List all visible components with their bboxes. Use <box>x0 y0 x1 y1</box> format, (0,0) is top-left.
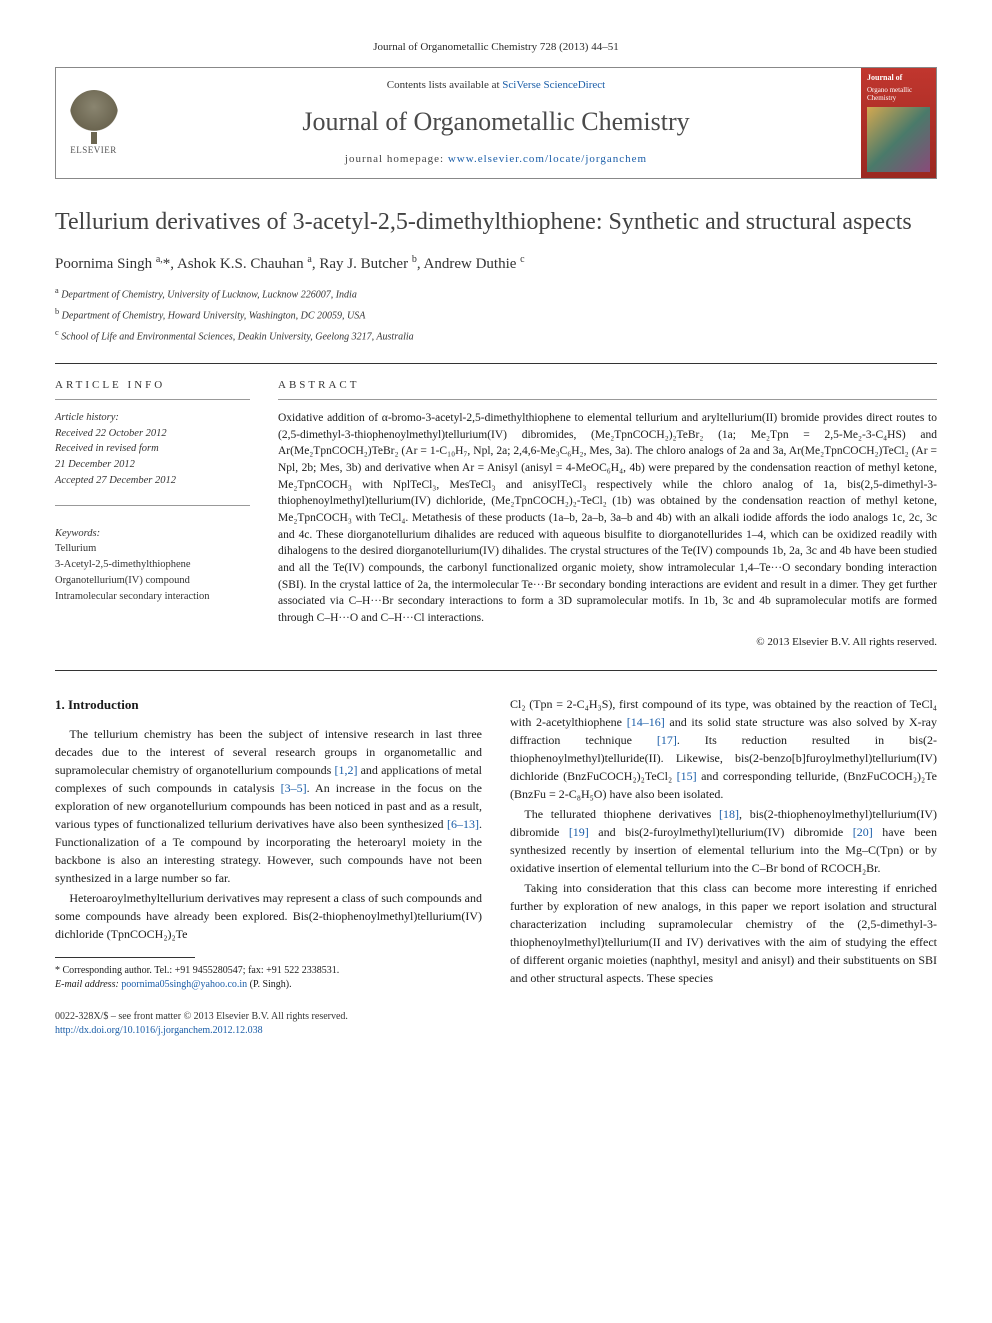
thin-divider <box>55 399 250 400</box>
footer-left: 0022-328X/$ – see front matter © 2013 El… <box>55 1010 348 1038</box>
body-p1: The tellurium chemistry has been the sub… <box>55 725 482 887</box>
homepage-prefix: journal homepage: <box>345 153 448 165</box>
authors: Poornima Singh a,*, Ashok K.S. Chauhan a… <box>55 253 937 275</box>
keywords-block: Keywords: Tellurium3-Acetyl-2,5-dimethyl… <box>55 526 250 605</box>
body-p4: The tellurated thiophene derivatives [18… <box>510 805 937 877</box>
body-p3: Cl₂ (Tpn = 2-C₄H₃S), first compound of i… <box>510 695 937 803</box>
footnote-divider <box>55 957 195 958</box>
ref-link[interactable]: [19] <box>569 825 589 839</box>
abstract-copyright: © 2013 Elsevier B.V. All rights reserved… <box>278 635 937 650</box>
cover-line1: Journal of <box>867 74 930 83</box>
article-info-label: ARTICLE INFO <box>55 378 250 393</box>
footer-front-matter: 0022-328X/$ – see front matter © 2013 El… <box>55 1010 348 1024</box>
ref-link[interactable]: [6–13] <box>447 817 479 831</box>
ref-link[interactable]: [15] <box>677 769 697 783</box>
keyword: Intramolecular secondary interaction <box>55 589 250 605</box>
body-divider <box>55 670 937 671</box>
keywords-label: Keywords: <box>55 526 250 542</box>
homepage-link[interactable]: www.elsevier.com/locate/jorganchem <box>448 153 647 165</box>
keyword: Tellurium <box>55 541 250 557</box>
article-title: Tellurium derivatives of 3-acetyl-2,5-di… <box>55 207 937 237</box>
doi-link[interactable]: http://dx.doi.org/10.1016/j.jorganchem.2… <box>55 1025 263 1036</box>
ref-link[interactable]: [18] <box>719 807 739 821</box>
email-link[interactable]: poornima05singh@yahoo.co.in <box>121 979 247 990</box>
ref-link[interactable]: [17] <box>657 733 677 747</box>
page-footer: 0022-328X/$ – see front matter © 2013 El… <box>55 1010 937 1038</box>
affiliation: c School of Life and Environmental Scien… <box>55 327 937 344</box>
keyword: 3-Acetyl-2,5-dimethylthiophene <box>55 557 250 573</box>
elsevier-logo: ELSEVIER <box>56 68 131 177</box>
body-columns: 1. Introduction The tellurium chemistry … <box>55 695 937 992</box>
email-suffix: (P. Singh). <box>247 979 291 990</box>
article-history: Article history: Received 22 October 201… <box>55 410 250 489</box>
affiliation: b Department of Chemistry, Howard Univer… <box>55 306 937 323</box>
contents-line: Contents lists available at SciVerse Sci… <box>139 78 853 93</box>
divider <box>55 363 937 364</box>
journal-title: Journal of Organometallic Chemistry <box>139 104 853 140</box>
abstract-label: ABSTRACT <box>278 378 937 393</box>
history-received: Received 22 October 2012 <box>55 426 250 442</box>
thin-divider <box>278 399 937 400</box>
elsevier-tree-icon <box>70 90 118 138</box>
cover-image-icon <box>867 107 930 172</box>
ref-link[interactable]: [3–5] <box>281 781 307 795</box>
history-revised1: Received in revised form <box>55 441 250 457</box>
sciencedirect-link[interactable]: SciVerse ScienceDirect <box>502 79 605 91</box>
journal-header: ELSEVIER Contents lists available at Sci… <box>55 67 937 178</box>
email-label: E-mail address: <box>55 979 121 990</box>
abstract-text: Oxidative addition of α-bromo-3-acetyl-2… <box>278 410 937 627</box>
header-center: Contents lists available at SciVerse Sci… <box>131 68 861 177</box>
contents-prefix: Contents lists available at <box>387 79 502 91</box>
history-revised2: 21 December 2012 <box>55 457 250 473</box>
ref-link[interactable]: [1,2] <box>334 763 357 777</box>
body-p5: Taking into consideration that this clas… <box>510 879 937 987</box>
affiliation: a Department of Chemistry, University of… <box>55 285 937 302</box>
keyword: Organotellurium(IV) compound <box>55 573 250 589</box>
history-accepted: Accepted 27 December 2012 <box>55 473 250 489</box>
cover-line3: Chemistry <box>867 95 930 103</box>
ref-link[interactable]: [14–16] <box>627 715 665 729</box>
journal-cover-thumb: Journal of Organo metallic Chemistry <box>861 68 936 177</box>
thin-divider <box>55 505 250 506</box>
body-p2: Heteroaroylmethyltellurium derivatives m… <box>55 889 482 943</box>
homepage-line: journal homepage: www.elsevier.com/locat… <box>139 152 853 167</box>
elsevier-label: ELSEVIER <box>70 144 117 157</box>
section-heading-introduction: 1. Introduction <box>55 695 482 715</box>
journal-reference: Journal of Organometallic Chemistry 728 … <box>55 40 937 55</box>
history-label: Article history: <box>55 410 250 426</box>
corresponding-author-footnote: * Corresponding author. Tel.: +91 945528… <box>55 964 482 992</box>
footnote-corr: * Corresponding author. Tel.: +91 945528… <box>55 964 482 978</box>
ref-link[interactable]: [20] <box>853 825 873 839</box>
